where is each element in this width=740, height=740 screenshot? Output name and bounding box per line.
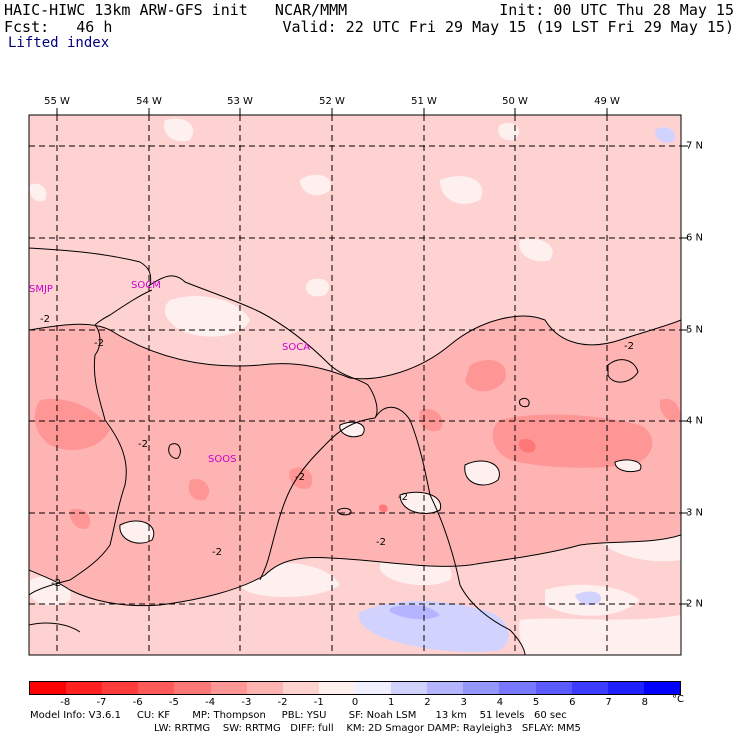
legend-swatch bbox=[174, 682, 211, 694]
contour-label: -2 bbox=[624, 341, 634, 352]
legend-swatch bbox=[463, 682, 500, 694]
legend-swatch bbox=[210, 682, 247, 694]
legend-swatch bbox=[535, 682, 572, 694]
legend-swatch bbox=[282, 682, 319, 694]
legend-tick-label: 6 bbox=[569, 697, 576, 708]
station-soca: SOCA bbox=[282, 342, 310, 353]
contour-lines bbox=[29, 315, 681, 607]
legend-swatch bbox=[30, 682, 67, 694]
legend-swatch bbox=[138, 682, 175, 694]
legend-tick-label: 1 bbox=[388, 697, 395, 708]
lon-label: 54 W bbox=[136, 96, 162, 107]
contour-label: -2 bbox=[94, 338, 104, 349]
lat-label: 2 N bbox=[686, 598, 704, 610]
lon-label: 51 W bbox=[411, 96, 437, 107]
legend-tick-label: -6 bbox=[132, 697, 143, 708]
legend-tick-label: 3 bbox=[460, 697, 467, 708]
contour-label: -2 bbox=[138, 439, 148, 450]
legend-tick-label: -5 bbox=[168, 697, 179, 708]
model-info-line1: Model Info: V3.6.1 CU: KF MP: Thompson P… bbox=[30, 710, 567, 721]
legend-swatch bbox=[318, 682, 355, 694]
legend-swatch bbox=[391, 682, 428, 694]
lat-label: 3 N bbox=[686, 507, 704, 519]
color-legend bbox=[29, 681, 681, 695]
contour-label: -2 bbox=[295, 472, 305, 483]
pink-band-holes bbox=[119, 422, 641, 544]
model-info-line2: LW: RRTMG SW: RRTMG DIFF: full KM: 2D Sm… bbox=[154, 723, 581, 734]
tick-marks bbox=[56, 108, 688, 605]
valid-time: Valid: 22 UTC Fri 29 May 15 (19 LST Fri … bbox=[282, 18, 734, 36]
legend-swatch bbox=[607, 682, 644, 694]
legend-tick-label: -7 bbox=[96, 697, 107, 708]
legend-tick-label: -8 bbox=[60, 697, 71, 708]
map-frame bbox=[28, 114, 682, 656]
lat-label: 4 N bbox=[686, 415, 704, 427]
legend-tick-label: -1 bbox=[313, 697, 324, 708]
lon-label: 53 W bbox=[227, 96, 253, 107]
station-soos: SOOS bbox=[208, 454, 236, 465]
legend-tick-label: -4 bbox=[205, 697, 216, 708]
pink-band bbox=[29, 316, 681, 606]
light-blue-patch-east bbox=[575, 591, 601, 606]
contour-label: -2 bbox=[51, 578, 61, 589]
legend-tick-label: 8 bbox=[641, 697, 648, 708]
legend-swatch bbox=[499, 682, 536, 694]
legend-tick-label: 4 bbox=[496, 697, 504, 708]
lat-label: 7 N bbox=[686, 140, 704, 152]
init-time: Init: 00 UTC Thu 28 May 15 bbox=[499, 1, 734, 19]
contour-label: -2 bbox=[212, 547, 222, 558]
station-smjp: SMJP bbox=[29, 284, 53, 295]
legend-tick-label: -3 bbox=[241, 697, 252, 708]
dark-pink-cells bbox=[378, 439, 536, 513]
legend-tick-label: 2 bbox=[424, 697, 431, 708]
lon-label: 55 W bbox=[44, 96, 70, 107]
lon-label: 49 W bbox=[594, 96, 620, 107]
contour-label: -2 bbox=[40, 314, 50, 325]
contour-labels: -2 -2 -2 -2 -2 -2 -2 -2 -2 bbox=[40, 314, 634, 589]
legend-tick-label: 7 bbox=[605, 697, 612, 708]
medium-pink-patches bbox=[34, 360, 681, 529]
legend-swatch bbox=[102, 682, 139, 694]
field-name: Lifted index bbox=[8, 35, 110, 51]
station-labels: SMJP SOCM SOCA SOOS bbox=[29, 280, 310, 465]
lon-label: 52 W bbox=[319, 96, 345, 107]
station-socm: SOCM bbox=[131, 280, 161, 291]
legend-swatch bbox=[66, 682, 103, 694]
lat-label: 5 N bbox=[686, 324, 704, 336]
legend-tick-label: -2 bbox=[277, 697, 288, 708]
legend-swatch bbox=[643, 682, 680, 694]
blue-patch bbox=[390, 604, 440, 620]
lon-label: 50 W bbox=[502, 96, 528, 107]
legend-tick-label: 0 bbox=[351, 697, 359, 708]
legend-swatch bbox=[427, 682, 464, 694]
forecast-hour: Fcst: 46 h bbox=[4, 18, 113, 36]
graticule bbox=[29, 115, 681, 655]
legend-unit: °C bbox=[672, 694, 684, 705]
lat-label: 6 N bbox=[686, 232, 704, 244]
legend-swatch bbox=[246, 682, 283, 694]
light-blue-patch-ne bbox=[655, 127, 676, 143]
legend-tick-label: 5 bbox=[532, 697, 540, 708]
contour-label: -2 bbox=[376, 537, 386, 548]
coastline-borders bbox=[29, 247, 526, 655]
contour-label: -2 bbox=[398, 492, 408, 503]
legend-swatch bbox=[354, 682, 392, 694]
legend-swatch bbox=[571, 682, 608, 694]
plot-title: HAIC-HIWC 13km ARW-GFS init NCAR/MMM bbox=[4, 1, 348, 19]
